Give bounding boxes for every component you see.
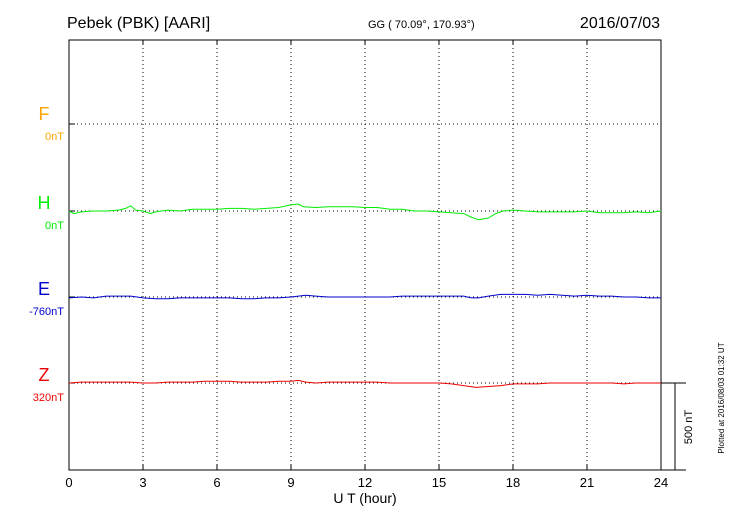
component-baseline-F: 0nT bbox=[45, 131, 64, 143]
scale-bar: 500 nT bbox=[661, 382, 695, 471]
series-line-Z bbox=[68, 379, 661, 388]
x-tick-label: 3 bbox=[139, 475, 146, 490]
x-tick-label: 0 bbox=[65, 475, 72, 490]
x-tick-label: 21 bbox=[580, 475, 594, 490]
x-axis-label: U T (hour) bbox=[333, 490, 396, 506]
x-axis-ticks: 0 3 6 9 12 15 18 21 24 bbox=[65, 40, 668, 490]
component-name-F: F bbox=[39, 104, 50, 124]
series-line-E bbox=[68, 293, 661, 300]
series-line-H bbox=[68, 203, 662, 221]
scale-bar-label: 500 nT bbox=[683, 410, 695, 445]
plotted-note: Plotted at 2016/08/03 01:32 UT bbox=[717, 342, 726, 453]
station-title: Pebek (PBK) [AARI] bbox=[67, 15, 210, 32]
x-tick-label: 18 bbox=[506, 475, 520, 490]
date-title: 2016/07/03 bbox=[580, 15, 660, 32]
component-baseline-E: -760nT bbox=[29, 306, 64, 318]
series-lines bbox=[68, 203, 662, 388]
grid-lines bbox=[142, 40, 588, 470]
component-baseline-Z: 320nT bbox=[33, 392, 64, 404]
component-baseline-H: 0nT bbox=[45, 220, 64, 232]
x-tick-label: 12 bbox=[358, 475, 372, 490]
station-coords: GG ( 70.09°, 170.93°) bbox=[368, 19, 475, 31]
component-name-E: E bbox=[38, 279, 50, 299]
component-name-Z: Z bbox=[39, 365, 50, 385]
x-tick-label: 6 bbox=[213, 475, 220, 490]
x-tick-label: 24 bbox=[654, 475, 668, 490]
x-tick-label: 9 bbox=[287, 475, 294, 490]
component-labels: F 0nT H 0nT E -760nT Z 320nT bbox=[29, 104, 64, 404]
x-tick-label: 15 bbox=[432, 475, 446, 490]
component-name-H: H bbox=[38, 193, 51, 213]
